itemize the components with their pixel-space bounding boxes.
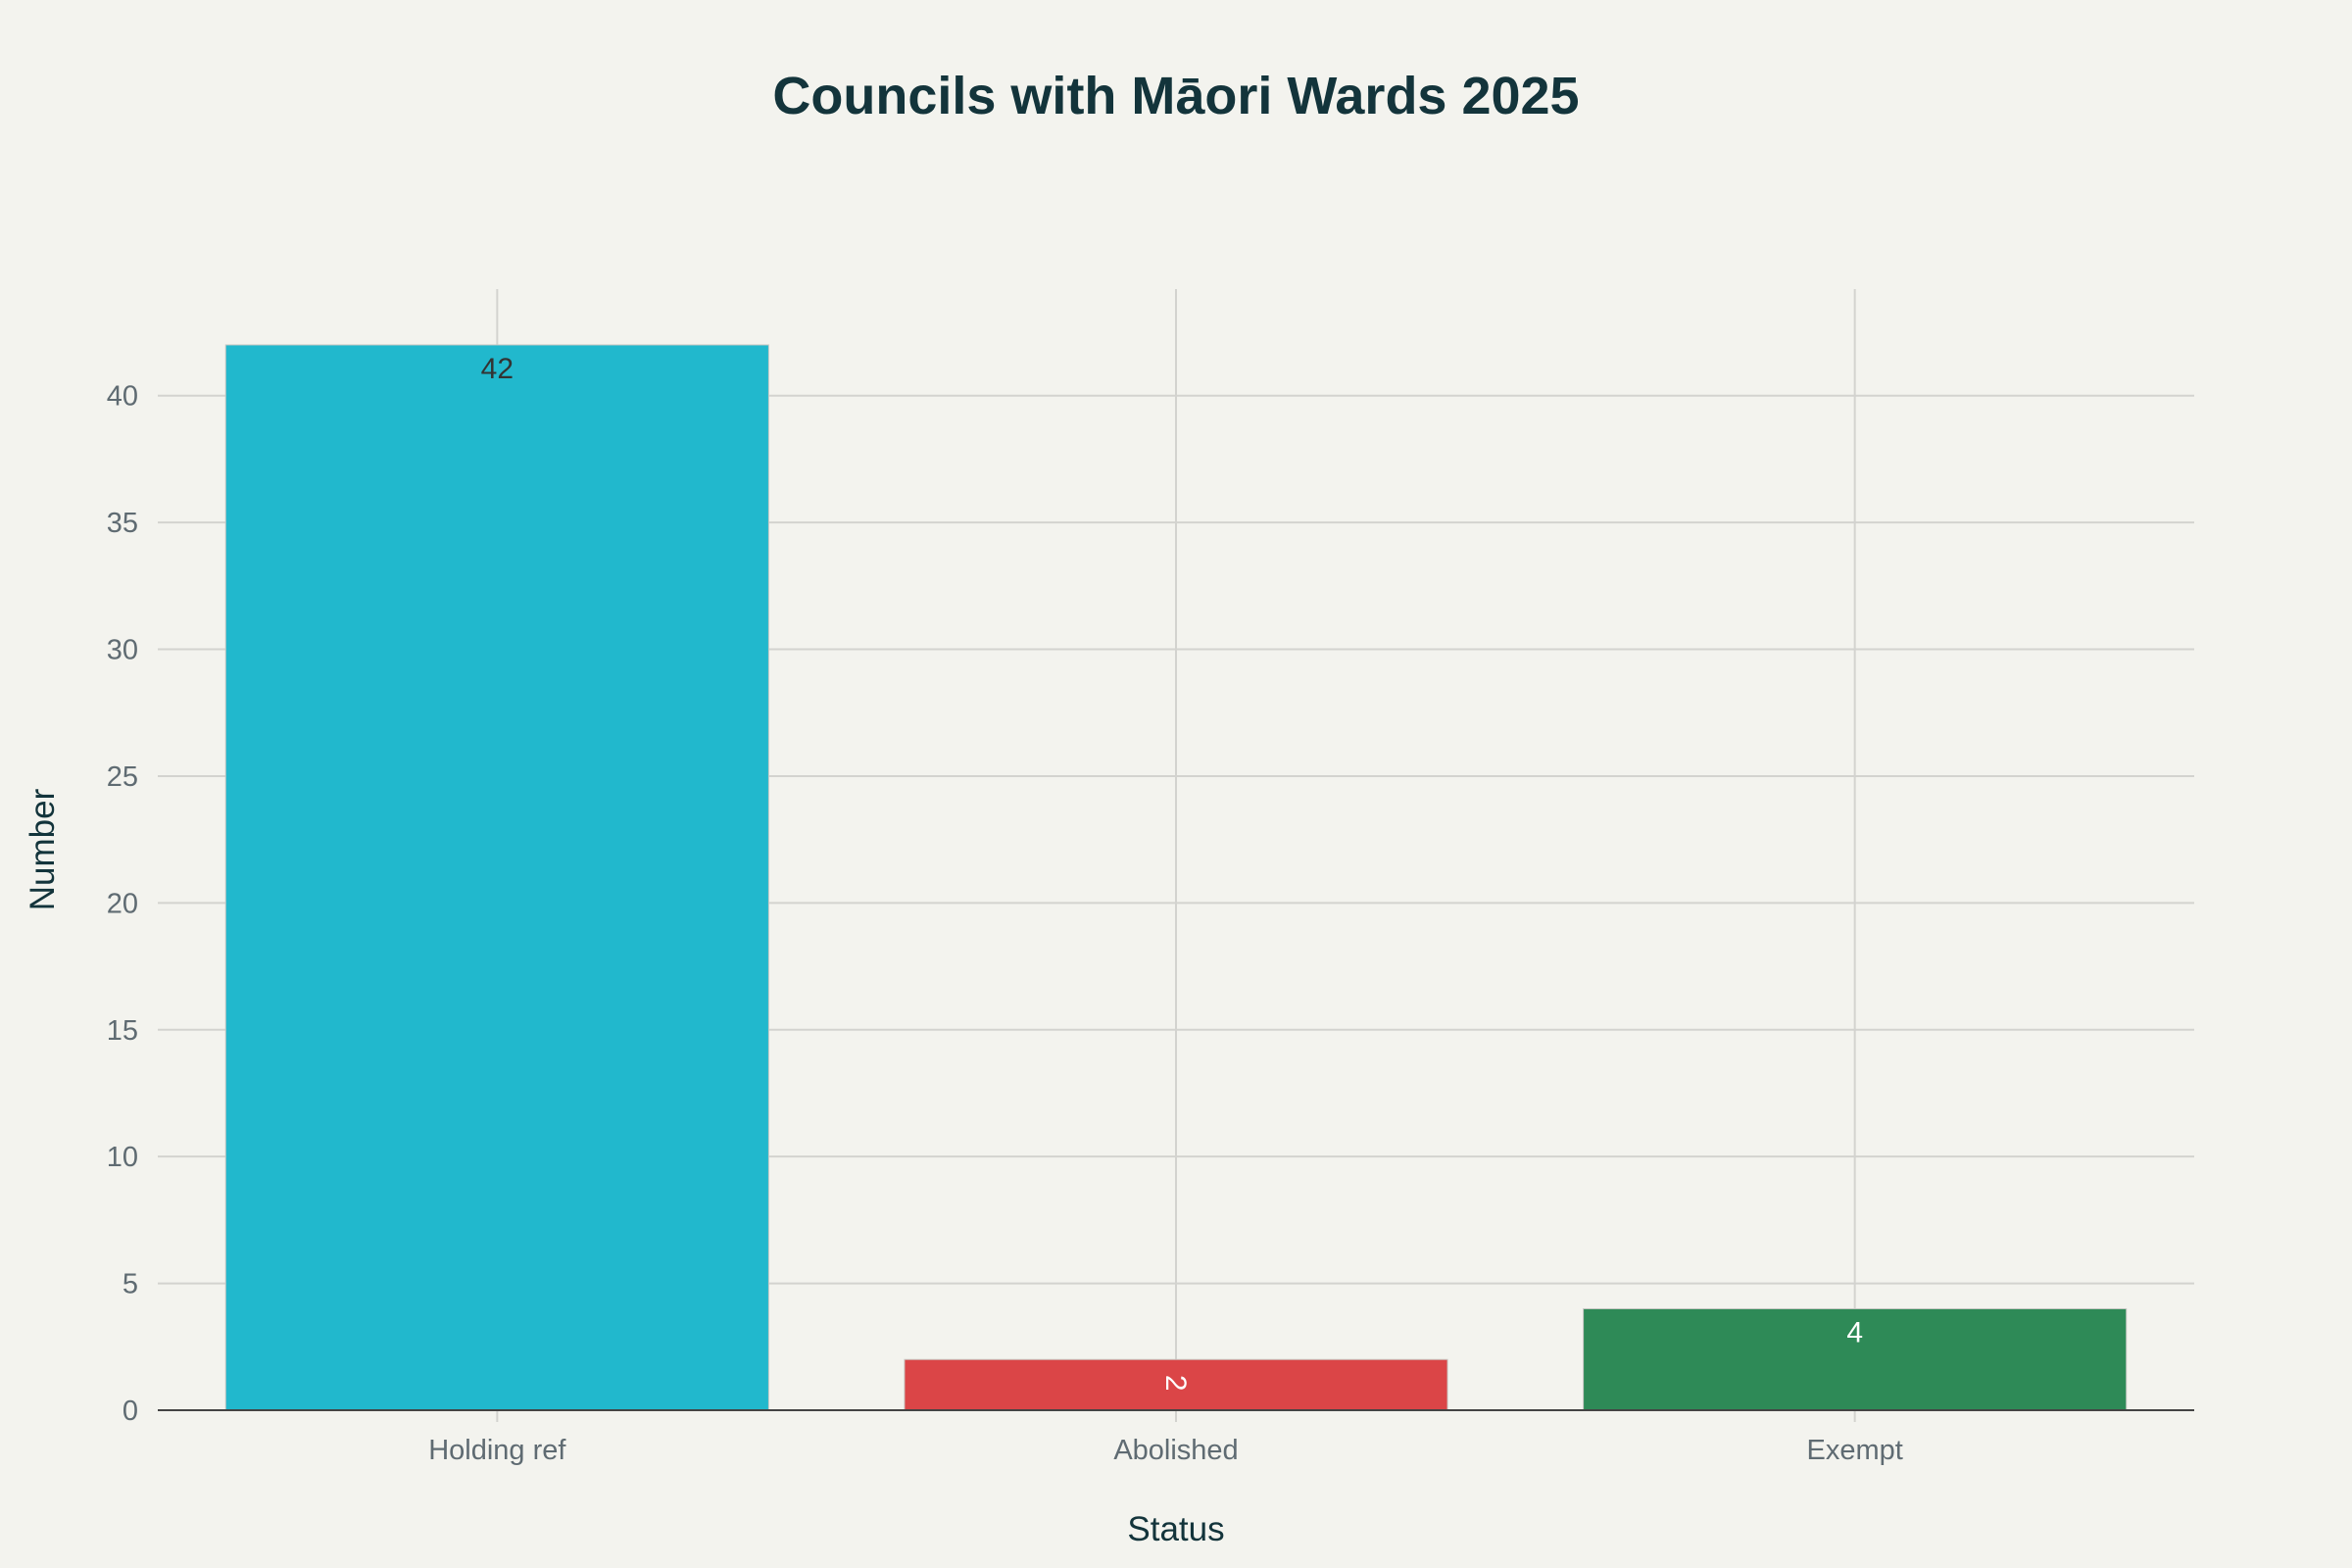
y-tick-label: 15 xyxy=(107,1015,138,1047)
data-label: 2 xyxy=(1159,1375,1192,1392)
x-tick-label: Holding ref xyxy=(428,1435,566,1466)
x-tick-label: Exempt xyxy=(1807,1435,1903,1466)
y-tick-label: 20 xyxy=(107,888,138,919)
y-tick-label: 30 xyxy=(107,635,138,666)
x-tick-labels: Holding ref Abolished Exempt xyxy=(428,1435,1903,1466)
x-tick-label: Abolished xyxy=(1113,1435,1238,1466)
y-tick-label: 5 xyxy=(122,1269,138,1300)
chart-title: Councils with Māori Wards 2025 xyxy=(772,67,1579,125)
y-tick-labels: 0 5 10 15 20 25 30 35 40 xyxy=(107,381,138,1427)
bars: 42 2 4 xyxy=(224,344,2128,1411)
data-label: 4 xyxy=(1846,1316,1863,1348)
y-axis-title: Number xyxy=(24,788,62,910)
y-tick-label: 25 xyxy=(107,761,138,793)
data-label: 42 xyxy=(481,353,514,385)
bar-abolished xyxy=(904,1358,1448,1411)
y-tick-label: 40 xyxy=(107,381,138,413)
bar-holding-ref xyxy=(224,344,769,1411)
bar-exempt xyxy=(1583,1307,2128,1411)
y-tick-label: 35 xyxy=(107,508,138,539)
y-tick-label: 0 xyxy=(122,1396,138,1427)
x-axis-title: Status xyxy=(1127,1510,1224,1548)
y-tick-label: 10 xyxy=(107,1142,138,1173)
